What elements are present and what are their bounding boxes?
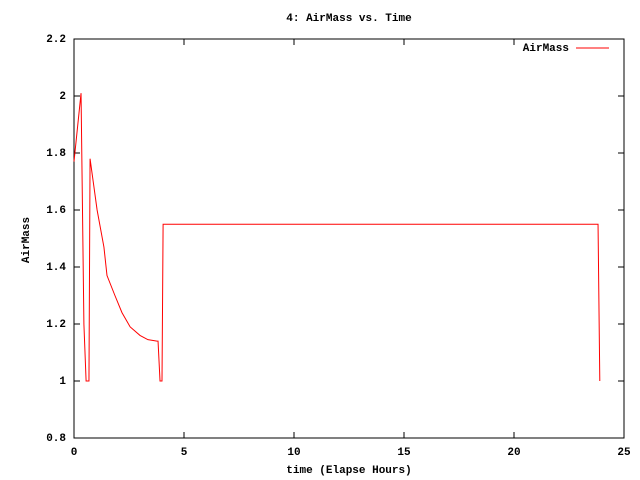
plot-border xyxy=(73,38,625,439)
x-tick-label: 0 xyxy=(71,447,78,459)
chart-title: 4: AirMass vs. Time xyxy=(286,13,412,25)
y-tick-label: 1 xyxy=(59,376,66,388)
x-tick-label: 20 xyxy=(507,447,520,459)
x-tick-label: 10 xyxy=(287,447,300,459)
y-tick-label: 1.4 xyxy=(46,262,66,274)
x-axis-label: time (Elapse Hours) xyxy=(286,465,411,477)
data-line xyxy=(73,93,601,382)
legend-label: AirMass xyxy=(523,43,569,55)
y-tick-label: 0.8 xyxy=(46,433,66,445)
y-tick-label: 1.8 xyxy=(46,148,66,160)
y-axis-label: AirMass xyxy=(21,217,33,263)
x-tick-label: 25 xyxy=(617,447,631,459)
x-tick-label: 15 xyxy=(397,447,411,459)
y-tick-label: 2.2 xyxy=(46,34,66,46)
y-tick-label: 2 xyxy=(59,91,66,103)
x-tick-label: 5 xyxy=(181,447,188,459)
y-tick-label: 1.2 xyxy=(46,319,66,331)
y-tick-label: 1.6 xyxy=(46,205,66,217)
